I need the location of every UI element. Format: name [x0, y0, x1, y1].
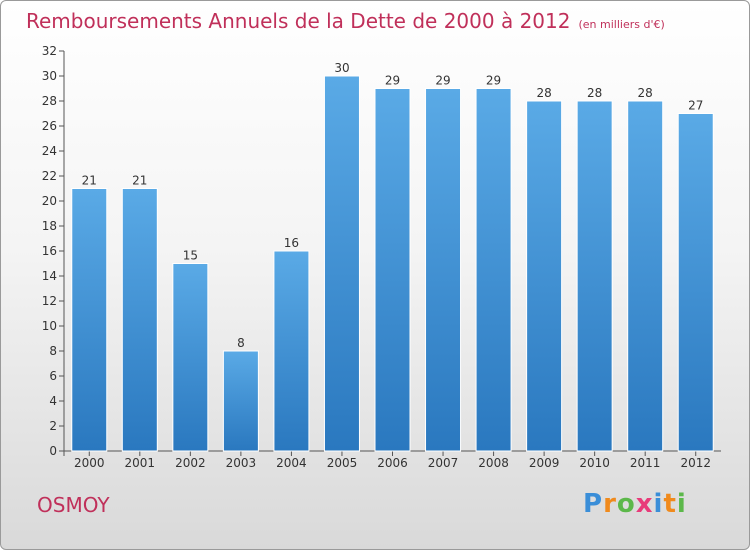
x-tick-label: 2001 [125, 456, 156, 470]
bar-value-label: 28 [638, 86, 653, 100]
logo-letter: i [653, 489, 664, 519]
x-tick-label: 2007 [428, 456, 459, 470]
bar [526, 100, 563, 452]
bar-value-label: 16 [284, 236, 299, 250]
logo-letter: P [583, 489, 604, 519]
bar [576, 100, 613, 452]
y-tick-label: 6 [49, 369, 57, 383]
proxiti-logo: Proxiti [583, 489, 687, 519]
bar-layer: 21 21 15 8 16 30 29 29 29 28 28 28 27 [71, 61, 714, 452]
y-tick-label: 22 [42, 169, 57, 183]
bar [71, 188, 108, 452]
logo-letter: x [635, 489, 654, 519]
chart-title-text: Remboursements Annuels de la Dette de 20… [26, 9, 571, 33]
x-tick-label: 2005 [327, 456, 358, 470]
y-tick-label: 4 [49, 394, 57, 408]
bar-value-label: 27 [688, 99, 703, 113]
y-tick-label: 12 [42, 294, 57, 308]
bar [222, 350, 259, 452]
y-tick-label: 14 [42, 269, 57, 283]
bar-value-label: 8 [237, 336, 245, 350]
bar-value-label: 21 [82, 174, 97, 188]
y-tick-label: 30 [42, 69, 57, 83]
bar-value-label: 21 [132, 174, 147, 188]
logo-letter: t [663, 489, 677, 519]
bar [627, 100, 664, 452]
place-name: OSMOY [37, 493, 110, 517]
bar-value-label: 15 [183, 249, 198, 263]
bar-value-label: 28 [536, 86, 551, 100]
bar [475, 88, 512, 452]
y-tick-label: 20 [42, 194, 57, 208]
bar-value-label: 29 [435, 74, 450, 88]
x-tick-label: 2010 [579, 456, 610, 470]
y-tick-label: 24 [42, 144, 57, 158]
logo-letter: r [603, 489, 617, 519]
x-tick-label: 2006 [377, 456, 408, 470]
y-tick-label: 18 [42, 219, 57, 233]
logo-letter: i [676, 489, 687, 519]
y-tick-label: 8 [49, 344, 57, 358]
logo-letter: o [616, 489, 636, 519]
bar-value-label: 29 [486, 74, 501, 88]
y-tick-label: 2 [49, 419, 57, 433]
y-tick-label: 0 [49, 444, 57, 458]
bar [273, 250, 310, 452]
x-tick-label: 2009 [529, 456, 560, 470]
bar [172, 263, 209, 452]
bar [374, 88, 411, 452]
y-tick-label: 10 [42, 319, 57, 333]
bar-value-label: 30 [334, 61, 349, 75]
x-tick-label: 2002 [175, 456, 206, 470]
x-tick-label: 2011 [630, 456, 661, 470]
x-tick-label: 2000 [74, 456, 105, 470]
x-tick-label: 2004 [276, 456, 307, 470]
bar [677, 113, 714, 452]
chart-title: Remboursements Annuels de la Dette de 20… [26, 9, 665, 33]
x-tick-label: 2008 [478, 456, 509, 470]
bar [425, 88, 462, 452]
bar-value-label: 29 [385, 74, 400, 88]
bar [323, 75, 360, 452]
y-tick-label: 26 [42, 119, 57, 133]
y-tick-label: 28 [42, 94, 57, 108]
y-tick-label: 16 [42, 244, 57, 258]
chart-unit: (en milliers d'€) [578, 18, 665, 31]
x-tick-label: 2012 [680, 456, 711, 470]
bar-value-label: 28 [587, 86, 602, 100]
x-tick-label: 2003 [226, 456, 257, 470]
bar [121, 188, 158, 452]
y-tick-label: 32 [42, 44, 57, 58]
